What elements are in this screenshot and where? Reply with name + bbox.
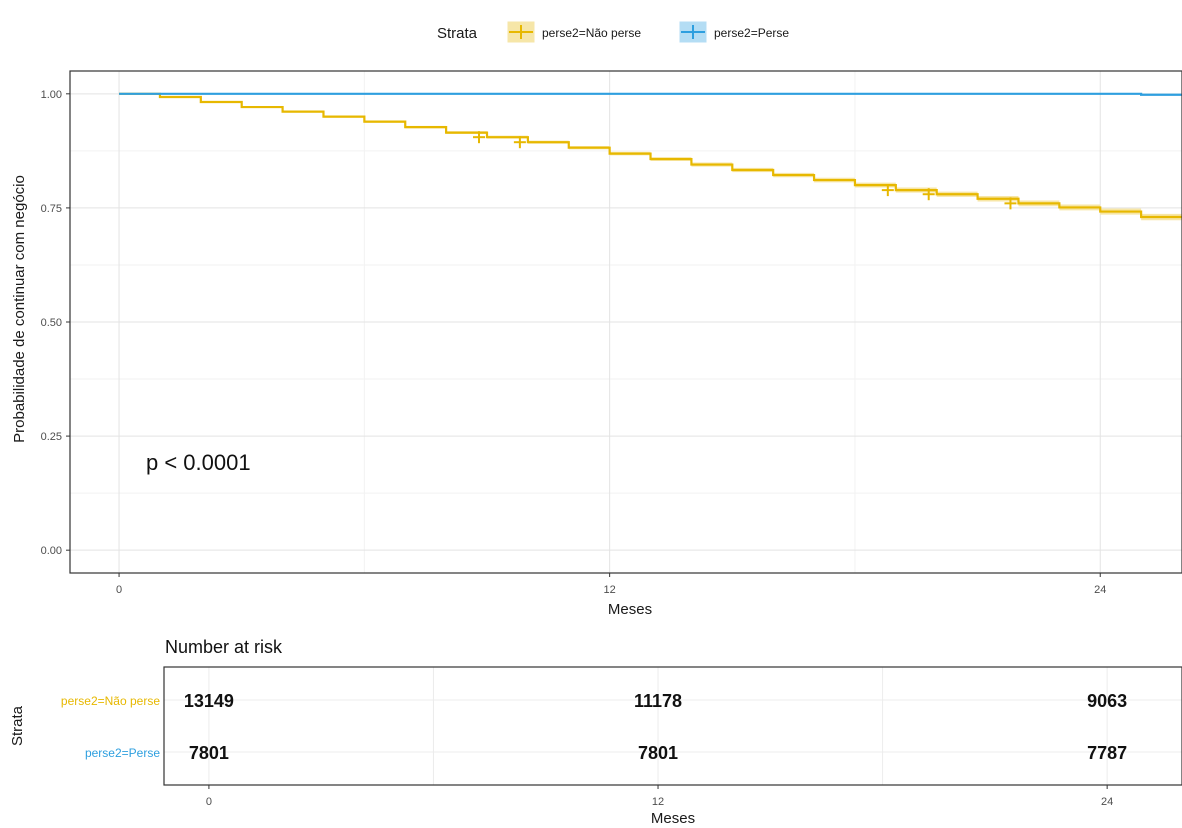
- p-value-annotation: p < 0.0001: [146, 450, 251, 475]
- risk-table: Number at risk 13149 11178 9063 7801 7801 778…: [9, 637, 1182, 827]
- risk-value: 7801: [189, 743, 229, 763]
- x-tick-label: 24: [1094, 584, 1106, 596]
- y-axis-ticks: 0.00 0.25 0.50 0.75 1.00: [41, 89, 70, 557]
- risk-value: 7787: [1087, 743, 1127, 763]
- risk-table-x-label: Meses: [651, 810, 695, 827]
- risk-row-label: perse2=Não perse: [61, 694, 160, 708]
- risk-value: 9063: [1087, 691, 1127, 711]
- risk-x-tick-label: 12: [652, 796, 664, 808]
- risk-table-title: Number at risk: [165, 637, 283, 657]
- censor-marks: [473, 131, 1017, 210]
- survival-plot: 0.00 0.25 0.50 0.75 1.00 0 12 24 p < 0.0001 Me…: [11, 70, 1182, 618]
- x-tick-label: 12: [604, 584, 616, 596]
- risk-x-tick-label: 0: [206, 796, 212, 808]
- risk-table-x-ticks: 0 12 24: [206, 785, 1113, 808]
- legend-label-nao-perse: perse2=Não perse: [542, 26, 641, 40]
- risk-value: 13149: [184, 691, 234, 711]
- y-tick-label: 0.00: [41, 545, 62, 557]
- risk-value: 11178: [634, 691, 682, 711]
- x-tick-label: 0: [116, 584, 122, 596]
- survival-curve-nao-perse: [119, 92, 1182, 219]
- survival-curves: [119, 92, 1182, 219]
- risk-table-border: [163, 666, 1182, 786]
- y-tick-label: 1.00: [41, 89, 62, 101]
- legend: Strata perse2=Não perse perse2=Perse: [437, 20, 789, 44]
- legend-title: Strata: [437, 25, 478, 42]
- risk-value: 7801: [638, 743, 678, 763]
- y-tick-label: 0.50: [41, 317, 62, 329]
- survival-curve-perse: [119, 92, 1182, 96]
- legend-label-perse: perse2=Perse: [714, 26, 789, 40]
- risk-table-row-labels: perse2=Não perse perse2=Perse: [61, 694, 160, 760]
- x-axis-label: Meses: [608, 601, 652, 618]
- risk-table-y-label: Strata: [9, 705, 26, 746]
- risk-row-label: perse2=Perse: [85, 746, 160, 760]
- y-tick-label: 0.75: [41, 203, 62, 215]
- risk-table-background: [164, 667, 1182, 785]
- y-axis-label: Probabilidade de continuar com negócio: [11, 175, 28, 443]
- y-tick-label: 0.25: [41, 431, 62, 443]
- risk-table-values: 13149 11178 9063 7801 7801 7787: [184, 691, 1127, 763]
- risk-x-tick-label: 24: [1101, 796, 1113, 808]
- risk-table-grid: [164, 667, 1182, 785]
- x-axis-ticks: 0 12 24: [116, 573, 1106, 596]
